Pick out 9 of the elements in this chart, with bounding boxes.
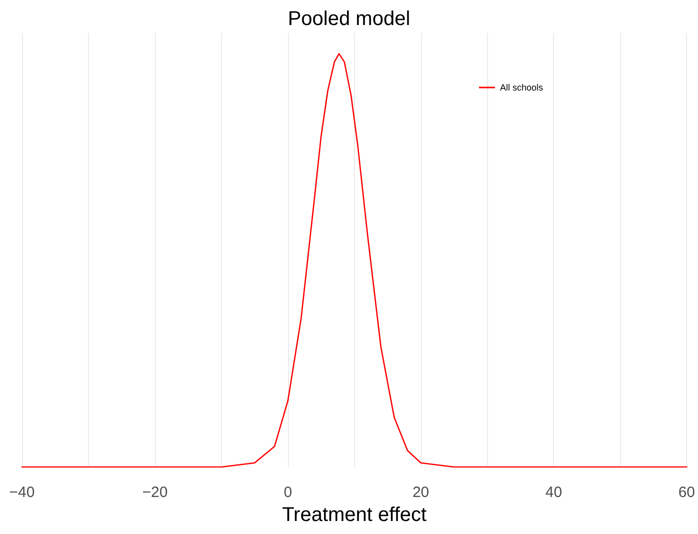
x-axis-title: Treatment effect	[282, 504, 428, 526]
x-tick-label: 20	[412, 484, 430, 501]
chart-title: Pooled model	[288, 8, 410, 30]
x-tick-label: 60	[678, 484, 695, 501]
x-tick-label: 40	[545, 484, 562, 501]
legend-label: All schools	[500, 82, 544, 92]
x-tick-label: −20	[142, 484, 168, 501]
x-tick-label: 0	[284, 484, 292, 501]
x-tick-label: −40	[9, 484, 35, 501]
